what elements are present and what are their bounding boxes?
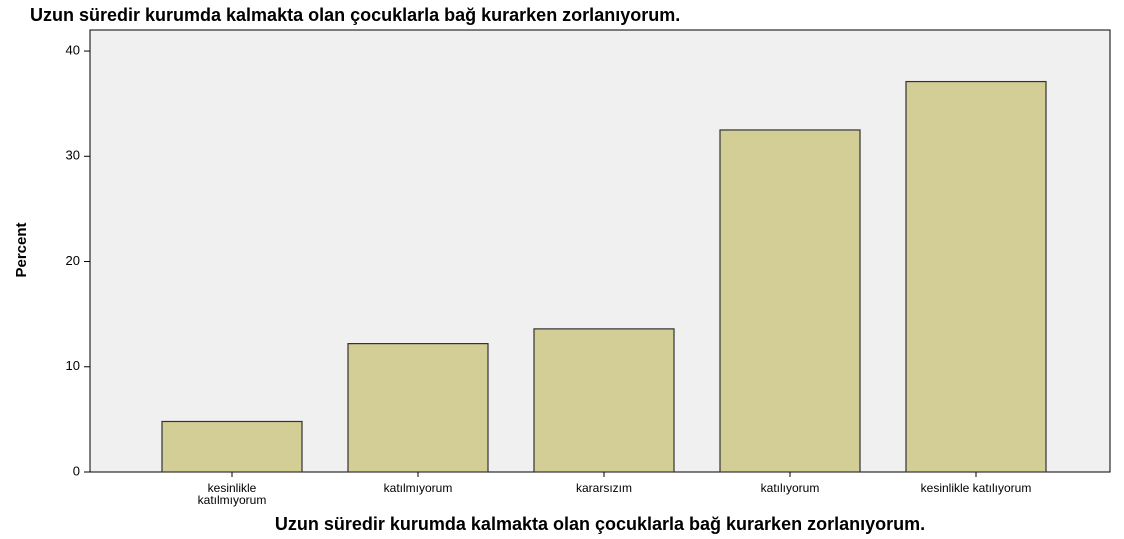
y-tick-label: 10 xyxy=(66,358,80,373)
bar xyxy=(347,343,489,473)
bar xyxy=(905,80,1047,473)
x-tick-label: kesinlikle katılmıyorum xyxy=(197,481,267,507)
y-tick-label: 20 xyxy=(66,253,80,268)
y-tick-label: 0 xyxy=(73,463,80,478)
chart-title: Uzun süredir kurumda kalmakta olan çocuk… xyxy=(30,5,680,25)
y-axis-label: Percent xyxy=(13,222,30,277)
x-tick-label: kesinlikle katılıyorum xyxy=(920,481,1032,495)
bar xyxy=(161,420,303,473)
y-tick-label: 30 xyxy=(66,148,80,163)
y-tick-label: 40 xyxy=(66,42,80,57)
bar xyxy=(533,328,675,473)
x-axis-label: Uzun süredir kurumda kalmakta olan çocuk… xyxy=(275,514,925,534)
x-tick-label: kararsızım xyxy=(575,481,632,495)
bar xyxy=(719,129,861,473)
x-tick-label: katılıyorum xyxy=(760,481,820,495)
x-tick-label: katılmıyorum xyxy=(383,481,453,495)
